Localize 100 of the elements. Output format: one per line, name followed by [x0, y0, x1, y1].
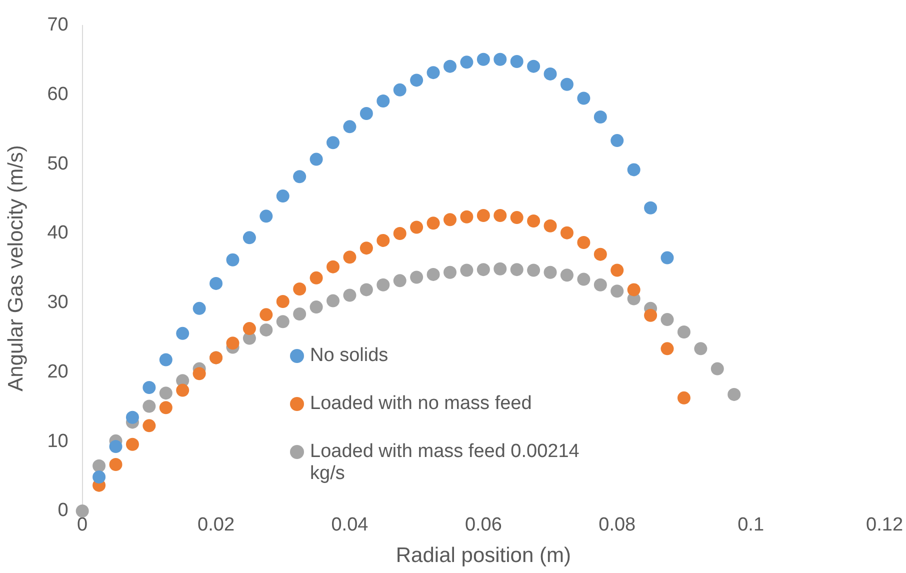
x-tick-label: 0.06 — [464, 514, 502, 536]
point — [159, 401, 172, 414]
point — [360, 107, 373, 120]
point — [460, 264, 474, 277]
point — [494, 52, 507, 66]
x-tick-label: 0.1 — [738, 514, 764, 536]
point — [226, 253, 240, 266]
point — [460, 210, 474, 224]
point — [192, 367, 206, 380]
point — [644, 201, 658, 214]
point — [226, 336, 240, 350]
point — [76, 504, 89, 518]
point — [426, 216, 440, 230]
point — [210, 276, 223, 290]
point — [494, 208, 507, 222]
point — [660, 251, 674, 264]
point — [310, 152, 323, 166]
point — [677, 326, 690, 339]
point — [577, 236, 590, 250]
point — [159, 353, 172, 366]
point — [242, 322, 256, 336]
point — [360, 283, 373, 296]
point — [92, 459, 106, 472]
point — [694, 342, 708, 356]
point — [276, 315, 290, 328]
point — [326, 294, 340, 308]
point — [544, 67, 557, 80]
x-tick-label: 0.08 — [598, 514, 636, 536]
legend-label: Loaded with no mass feed — [310, 393, 532, 415]
point — [142, 419, 156, 432]
point — [660, 313, 674, 326]
y-tick-label: 50 — [47, 153, 68, 174]
point — [343, 288, 356, 302]
point — [476, 208, 490, 222]
point — [444, 213, 456, 226]
point — [260, 323, 273, 336]
point — [594, 110, 607, 124]
point — [426, 66, 440, 80]
point — [494, 262, 507, 276]
point — [310, 300, 323, 314]
point — [544, 219, 557, 232]
point — [610, 284, 624, 298]
point — [527, 60, 540, 73]
point — [176, 384, 190, 397]
point — [510, 211, 524, 224]
point — [276, 295, 290, 308]
point — [92, 470, 106, 484]
point — [376, 234, 390, 247]
y-tick-label: 70 — [47, 14, 68, 36]
y-axis-title: Angular Gas velocity (m/s) — [4, 145, 28, 392]
point — [376, 94, 390, 108]
point — [343, 250, 356, 264]
point — [410, 270, 424, 284]
x-tick-label: 0.04 — [331, 514, 369, 536]
point — [527, 214, 540, 228]
point — [560, 78, 574, 91]
point — [293, 170, 306, 184]
legend-label: Loaded with mass feed 0.00214 kg/s — [310, 441, 580, 485]
point — [560, 226, 574, 240]
point — [142, 400, 156, 413]
point — [260, 210, 273, 223]
y-tick-label: 30 — [47, 292, 68, 314]
point — [326, 136, 340, 150]
point — [577, 92, 590, 105]
y-tick-label: 40 — [47, 222, 68, 244]
point — [476, 52, 490, 66]
point — [644, 308, 658, 322]
point — [594, 278, 607, 292]
point — [326, 260, 340, 274]
point — [126, 410, 139, 424]
point — [577, 272, 590, 286]
point — [544, 266, 557, 279]
point — [410, 74, 424, 87]
point — [560, 268, 574, 282]
point — [276, 190, 290, 203]
y-tick-label: 0 — [58, 500, 68, 522]
point — [242, 231, 256, 244]
point — [444, 266, 456, 279]
point — [627, 163, 640, 176]
point — [393, 274, 406, 288]
point — [510, 263, 524, 276]
point — [142, 381, 156, 394]
point — [293, 282, 306, 296]
point — [476, 263, 490, 276]
x-axis-title: Radial position (m) — [396, 544, 571, 568]
x-tick-label: 0.02 — [198, 514, 235, 536]
point — [728, 388, 741, 401]
point — [109, 458, 122, 472]
point — [126, 438, 139, 451]
point — [610, 134, 624, 148]
x-tick-label: 0 — [77, 514, 88, 536]
y-tick-label: 20 — [47, 361, 68, 382]
point — [527, 264, 540, 277]
point — [310, 271, 323, 284]
point — [293, 307, 306, 320]
point — [627, 283, 640, 296]
point — [109, 440, 122, 453]
point — [460, 56, 474, 69]
point — [343, 120, 356, 134]
point — [510, 54, 524, 68]
